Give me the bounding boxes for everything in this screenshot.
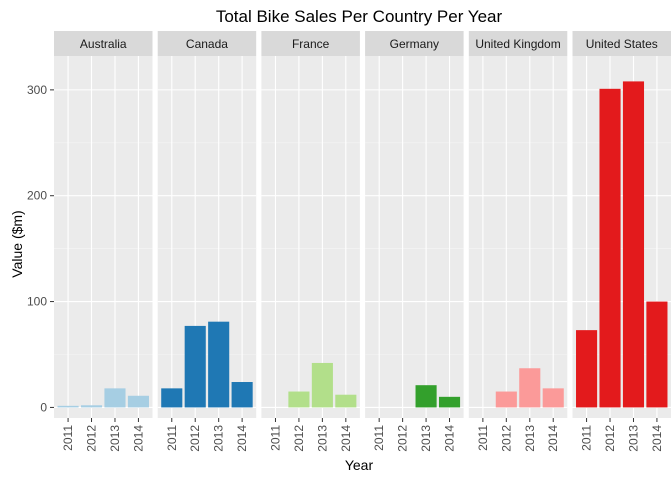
bar <box>161 388 183 408</box>
panel-background <box>54 56 153 418</box>
facet-strip <box>261 31 360 56</box>
bar <box>542 388 564 408</box>
bar <box>208 321 230 408</box>
x-tick-label: 2011 <box>580 425 594 451</box>
facet-strip-label: Canada <box>186 37 228 51</box>
y-tick-label: 0 <box>40 400 47 414</box>
x-tick-label: 2014 <box>339 425 353 452</box>
x-axis-label: Year <box>345 457 374 473</box>
y-tick-label: 200 <box>27 189 47 203</box>
x-tick-label: 2013 <box>108 425 122 452</box>
x-tick-label: 2013 <box>212 425 226 452</box>
x-tick-label: 2013 <box>523 425 537 452</box>
facet-strip-label: Germany <box>390 37 439 51</box>
facet-strip <box>572 31 671 56</box>
bar <box>335 394 357 408</box>
x-tick-label: 2014 <box>650 425 664 452</box>
bar <box>104 388 126 408</box>
bar <box>311 362 333 408</box>
chart-title: Total Bike Sales Per Country Per Year <box>216 7 503 26</box>
facet-panel-united-kingdom: United Kingdom 2011 2012 2013 2014 <box>468 31 568 452</box>
y-axis: 0 100 200 300 <box>27 83 54 414</box>
x-tick-label: 2011 <box>165 425 179 451</box>
facet-strip-label: United Kingdom <box>475 37 560 51</box>
x-tick-label: 2012 <box>292 425 306 452</box>
y-tick-label: 300 <box>27 83 47 97</box>
x-tick-label: 2012 <box>188 425 202 452</box>
x-tick-label: 2011 <box>268 425 282 451</box>
facet-panel-united-states: United States 2011 2012 2013 2014 <box>572 31 671 452</box>
bar <box>622 81 645 408</box>
panel-background <box>468 56 568 418</box>
x-tick-label: 2012 <box>85 425 99 452</box>
facet-strip <box>468 31 568 56</box>
panel-background <box>157 56 257 418</box>
x-tick-label: 2011 <box>372 425 386 451</box>
x-tick-label: 2013 <box>315 425 329 452</box>
bar <box>519 368 541 408</box>
facet-strip-label: France <box>292 37 330 51</box>
y-axis-label: Value ($m) <box>9 210 25 277</box>
x-tick-label: 2014 <box>546 425 560 452</box>
x-tick-label: 2011 <box>476 425 490 451</box>
bar <box>127 395 149 408</box>
x-tick-label: 2011 <box>61 425 75 451</box>
x-tick-label: 2014 <box>443 425 457 452</box>
bar <box>599 88 621 408</box>
facet-panel-germany: Germany 2011 2012 2013 2014 <box>365 31 464 452</box>
x-tick-label: 2012 <box>603 425 617 452</box>
facet-strip <box>157 31 257 56</box>
bar <box>438 396 461 408</box>
panel-background <box>261 56 360 418</box>
bar <box>184 325 206 408</box>
facet-strip <box>365 31 464 56</box>
y-tick-label: 100 <box>27 295 47 309</box>
panel-background <box>365 56 464 418</box>
bar <box>646 301 668 408</box>
x-tick-label: 2014 <box>131 425 145 452</box>
x-tick-label: 2012 <box>396 425 410 452</box>
bar <box>288 391 310 408</box>
facet-panel-canada: Canada 2011 2012 2013 2014 <box>157 31 257 452</box>
bar <box>231 382 253 408</box>
facet-strip-label: United States <box>586 37 658 51</box>
x-tick-label: 2014 <box>235 425 249 452</box>
x-tick-label: 2013 <box>626 425 640 452</box>
bar <box>576 330 598 408</box>
x-tick-label: 2013 <box>419 425 433 452</box>
x-tick-label: 2012 <box>499 425 513 452</box>
bar <box>57 405 79 408</box>
bar <box>415 385 437 408</box>
facet-strip-label: Australia <box>80 37 127 51</box>
bar <box>80 405 103 408</box>
facets-group: Australia 2011 2012 2013 2014 Canada 2011 2012 2… <box>54 31 671 452</box>
facet-panel-france: France 2011 2012 2013 2014 <box>261 31 360 452</box>
facet-strip <box>54 31 153 56</box>
facet-panel-australia: Australia 2011 2012 2013 2014 <box>54 31 153 452</box>
bar <box>495 391 517 408</box>
